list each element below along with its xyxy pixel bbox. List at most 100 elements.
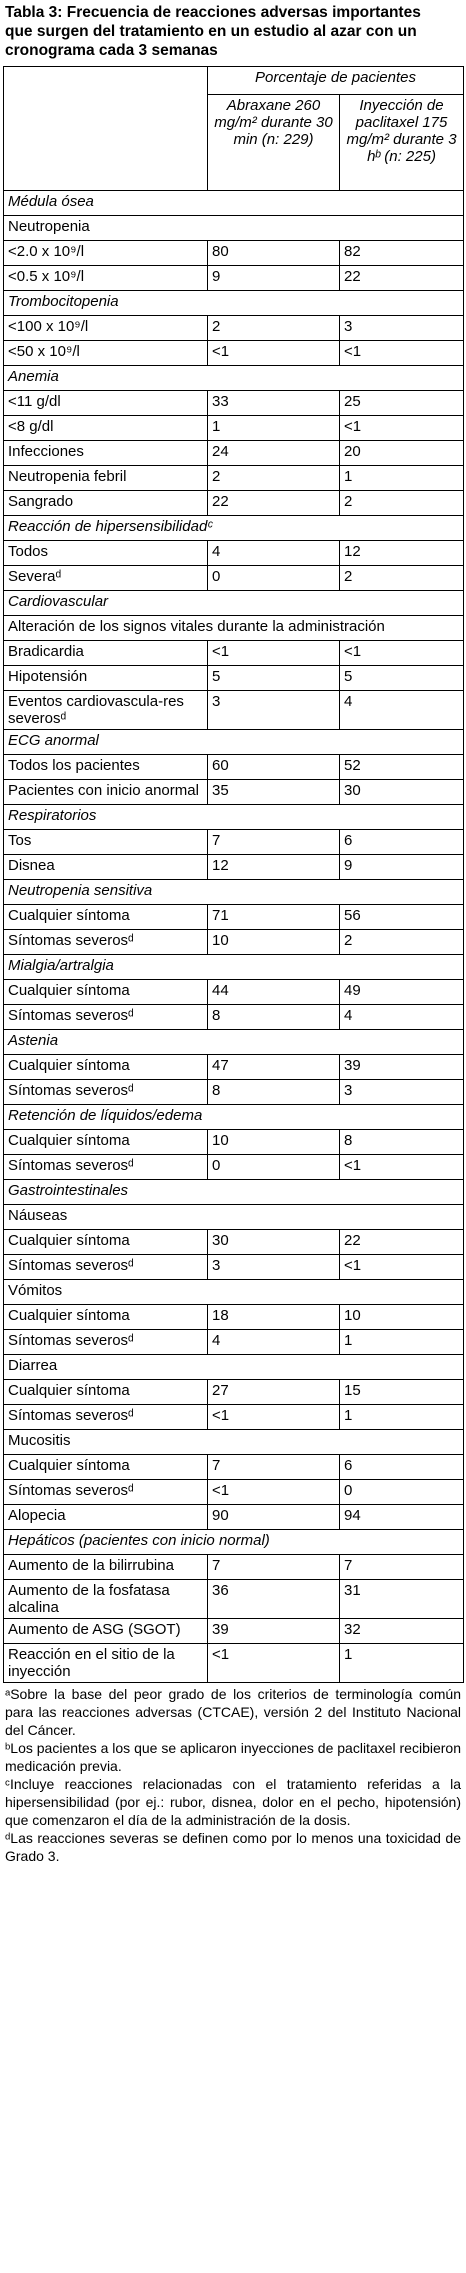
table-row: Neutropenia febril 2 1 bbox=[3, 465, 465, 491]
table-row: Pacientes con inicio anormal 35 30 bbox=[3, 779, 465, 805]
table-row: Neutropenia bbox=[2, 215, 465, 241]
table-row: Aumento de ASG (SGOT) 39 32 bbox=[3, 1618, 465, 1644]
table-row: Gastrointestinales bbox=[2, 1179, 465, 1205]
value-cell: 3 bbox=[338, 1079, 465, 1105]
value-cell: 7 bbox=[207, 1554, 340, 1580]
value-cell: 15 bbox=[338, 1379, 465, 1405]
section-header: Anemia bbox=[2, 365, 465, 391]
table-row: Bradicardia <1 <1 bbox=[3, 640, 465, 666]
table-row: Cualquier síntoma 44 49 bbox=[3, 979, 465, 1005]
row-label: <0.5 x 10⁹/l bbox=[3, 265, 208, 291]
table-row: Diarrea bbox=[2, 1354, 465, 1380]
value-cell: 56 bbox=[338, 904, 465, 930]
table-row: Hipotensión 5 5 bbox=[3, 665, 465, 691]
value-cell: <1 bbox=[338, 1254, 465, 1280]
table-row: Náuseas bbox=[2, 1204, 465, 1230]
value-cell: 1 bbox=[338, 1329, 465, 1355]
value-cell: <1 bbox=[338, 415, 465, 441]
empty-cell bbox=[3, 66, 208, 95]
table-row: Eventos cardiovascula-res severosᵈ 3 4 bbox=[3, 690, 465, 730]
table-row: <8 g/dl 1 <1 bbox=[3, 415, 465, 441]
table-row: Severaᵈ 0 2 bbox=[3, 565, 465, 591]
section-header: Reacción de hipersensibilidadᶜ bbox=[2, 515, 465, 541]
value-cell: 6 bbox=[338, 1454, 465, 1480]
value-cell: 39 bbox=[207, 1618, 340, 1644]
row-label: Cualquier síntoma bbox=[3, 1304, 208, 1330]
value-cell: 52 bbox=[338, 754, 465, 780]
value-cell: 1 bbox=[338, 1404, 465, 1430]
value-cell: 4 bbox=[338, 690, 465, 730]
row-label: Síntomas severosᵈ bbox=[3, 1329, 208, 1355]
section-header: Trombocitopenia bbox=[2, 290, 465, 316]
table-row: Infecciones 24 20 bbox=[3, 440, 465, 466]
value-cell: 2 bbox=[338, 490, 465, 516]
value-cell: 30 bbox=[207, 1229, 340, 1255]
value-cell: 1 bbox=[338, 1643, 465, 1683]
value-cell: 3 bbox=[207, 1254, 340, 1280]
row-label: Infecciones bbox=[3, 440, 208, 466]
section-header: Médula ósea bbox=[2, 190, 465, 216]
row-label: Tos bbox=[3, 829, 208, 855]
value-cell: 0 bbox=[338, 1479, 465, 1505]
row-label: Cualquier síntoma bbox=[3, 1054, 208, 1080]
empty-cell bbox=[3, 94, 208, 191]
footnote: ᵈLas reacciones severas se definen como … bbox=[5, 1830, 461, 1864]
value-cell: 0 bbox=[207, 1154, 340, 1180]
table-row: Síntomas severosᵈ <1 0 bbox=[3, 1479, 465, 1505]
footnote: ᶜIncluye reacciones relacionadas con el … bbox=[5, 1776, 461, 1828]
value-cell: 2 bbox=[338, 929, 465, 955]
table-row: Tos 7 6 bbox=[3, 829, 465, 855]
value-cell: 18 bbox=[207, 1304, 340, 1330]
table-row: Alopecia 90 94 bbox=[3, 1504, 465, 1530]
table-row: Cualquier síntoma 27 15 bbox=[3, 1379, 465, 1405]
row-label: Aumento de la bilirrubina bbox=[3, 1554, 208, 1580]
table-row: Cualquier síntoma 18 10 bbox=[3, 1304, 465, 1330]
adverse-reactions-table: Porcentaje de pacientes Abraxane 260 mg/… bbox=[2, 66, 465, 1683]
table-row: Reacción en el sitio de la inyección <1 1 bbox=[3, 1643, 465, 1683]
row-label: Cualquier síntoma bbox=[3, 979, 208, 1005]
table-row: Respiratorios bbox=[2, 804, 465, 830]
value-cell: 20 bbox=[338, 440, 465, 466]
value-cell: <1 bbox=[207, 1404, 340, 1430]
table-row: Todos los pacientes 60 52 bbox=[3, 754, 465, 780]
table-row: Vómitos bbox=[2, 1279, 465, 1305]
value-cell: 8 bbox=[207, 1004, 340, 1030]
value-cell: 12 bbox=[207, 854, 340, 880]
section-header: Hepáticos (pacientes con inicio normal) bbox=[2, 1529, 465, 1555]
table-row: Cualquier síntoma 7 6 bbox=[3, 1454, 465, 1480]
section-header: Astenia bbox=[2, 1029, 465, 1055]
value-cell: 22 bbox=[207, 490, 340, 516]
value-cell: 4 bbox=[207, 540, 340, 566]
value-cell: <1 bbox=[207, 340, 340, 366]
value-cell: <1 bbox=[338, 640, 465, 666]
table-row: Reacción de hipersensibilidadᶜ bbox=[2, 515, 465, 541]
table-row: ECG anormal bbox=[2, 729, 465, 755]
subheading: Neutropenia bbox=[2, 215, 465, 241]
footnote: ᵇLos pacientes a los que se aplicaron in… bbox=[5, 1740, 461, 1774]
column-header: Abraxane 260 mg/m² durante 30 min (n: 22… bbox=[207, 94, 340, 191]
table-row: Síntomas severosᵈ 4 1 bbox=[3, 1329, 465, 1355]
value-cell: 60 bbox=[207, 754, 340, 780]
value-cell: <1 bbox=[207, 640, 340, 666]
subheading: Diarrea bbox=[2, 1354, 465, 1380]
row-label: Hipotensión bbox=[3, 665, 208, 691]
value-cell: 10 bbox=[338, 1304, 465, 1330]
row-label: Neutropenia febril bbox=[3, 465, 208, 491]
value-cell: 80 bbox=[207, 240, 340, 266]
table-row: Síntomas severosᵈ <1 1 bbox=[3, 1404, 465, 1430]
footnote: ᵃSobre la base del peor grado de los cri… bbox=[5, 1686, 461, 1738]
header-row: Abraxane 260 mg/m² durante 30 min (n: 22… bbox=[3, 94, 465, 191]
value-cell: 9 bbox=[207, 265, 340, 291]
value-cell: 10 bbox=[207, 1129, 340, 1155]
value-cell: 35 bbox=[207, 779, 340, 805]
row-label: Cualquier síntoma bbox=[3, 1229, 208, 1255]
table-row: <0.5 x 10⁹/l 9 22 bbox=[3, 265, 465, 291]
row-label: Alopecia bbox=[3, 1504, 208, 1530]
table-title: Tabla 3: Frecuencia de reacciones advers… bbox=[5, 4, 421, 59]
row-label: <11 g/dl bbox=[3, 390, 208, 416]
value-cell: 44 bbox=[207, 979, 340, 1005]
value-cell: 22 bbox=[338, 265, 465, 291]
row-label: Síntomas severosᵈ bbox=[3, 929, 208, 955]
